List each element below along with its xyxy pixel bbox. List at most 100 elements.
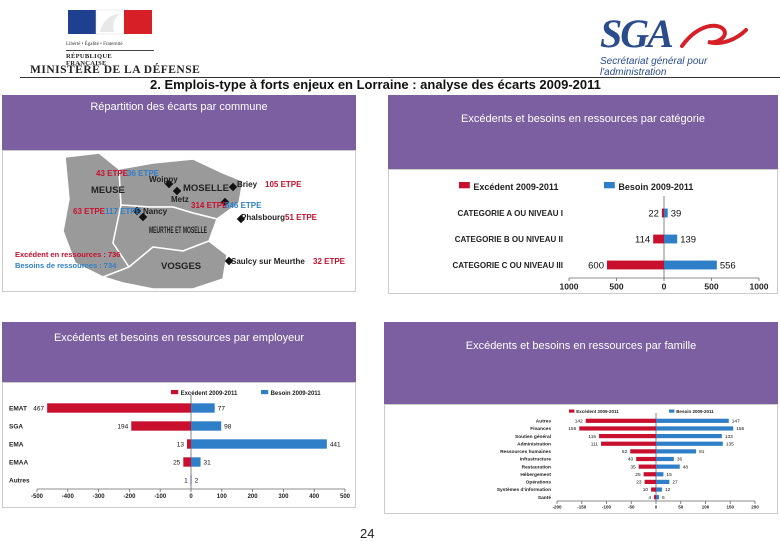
bar-besoin xyxy=(664,261,717,270)
bar-besoin xyxy=(664,235,677,244)
category-label: Santé xyxy=(538,495,551,501)
bar-besoin xyxy=(656,426,733,430)
category-label: Autres xyxy=(536,418,552,424)
bar-excedent xyxy=(651,487,656,491)
x-tick-label: 50 xyxy=(678,505,684,510)
map-label: 117 ETPE xyxy=(105,207,142,216)
sga-swoosh-icon xyxy=(678,20,748,50)
map-label: Phalsbourg xyxy=(241,213,285,222)
panel-header-categorie: Excédents et besoins en ressources par c… xyxy=(388,95,778,169)
bar-besoin xyxy=(656,465,680,469)
sga-subtitle: Secrétariat général pour l'administratio… xyxy=(600,56,775,78)
data-label-excedent: 22 xyxy=(648,208,659,219)
map-label: 32 ETPE xyxy=(313,257,346,266)
x-tick-label: 0 xyxy=(655,505,658,510)
marianne-flag-icon xyxy=(66,8,154,36)
data-label-excedent: 115 xyxy=(588,434,596,440)
x-tick-label: 100 xyxy=(702,505,710,510)
map-label: 314 ETPE xyxy=(191,201,228,210)
category-label: Ressources humaines xyxy=(500,449,551,455)
bar-besoin xyxy=(656,457,674,461)
category-label: Systèmes d'information xyxy=(497,487,551,493)
x-tick-label: 500 xyxy=(704,282,718,292)
data-label-besoin: 81 xyxy=(699,449,705,455)
data-label-excedent: 155 xyxy=(568,426,576,432)
bar-excedent xyxy=(653,235,664,244)
legend-entry: Besoin 2009-2011 xyxy=(618,182,693,192)
sga-logo: SGA Secrétariat général pour l'administr… xyxy=(600,14,775,74)
data-label-besoin: 31 xyxy=(204,459,212,466)
panel-title-famille: Excédents et besoins en ressources par f… xyxy=(466,340,697,352)
category-label: EMA xyxy=(9,441,24,448)
map-summary-besoin: Besoins de ressources : 734 xyxy=(15,260,120,271)
data-label-excedent: 13 xyxy=(177,441,185,448)
category-label: Hébergement xyxy=(520,472,551,478)
data-label-excedent: 52 xyxy=(622,449,628,455)
bar-besoin xyxy=(656,419,729,423)
bar-besoin xyxy=(664,209,668,218)
map-label: Metz xyxy=(171,195,189,204)
bar-excedent xyxy=(662,209,664,218)
bar-besoin xyxy=(656,495,659,499)
data-label-excedent: 1 xyxy=(184,477,188,484)
page-title: 2. Emplois-type à forts enjeux en Lorrai… xyxy=(150,77,601,92)
x-tick-label: -100 xyxy=(602,505,612,510)
x-tick-label: 1000 xyxy=(560,282,579,292)
bar-excedent xyxy=(187,439,191,448)
bar-besoin xyxy=(656,480,669,484)
bar-besoin xyxy=(191,421,221,430)
x-tick-label: 500 xyxy=(340,494,351,500)
data-label-besoin: 441 xyxy=(330,441,341,448)
x-tick-label: 1000 xyxy=(750,282,769,292)
category-label: Restauration xyxy=(522,464,551,470)
bar-excedent xyxy=(639,465,656,469)
legend-swatch xyxy=(569,410,574,413)
bar-besoin xyxy=(191,439,327,448)
data-label-besoin: 2 xyxy=(195,477,199,484)
map-department-label: MEURTHE ET MOSELLE xyxy=(149,225,207,235)
panel-title-categorie: Excédents et besoins en ressources par c… xyxy=(461,113,705,125)
panel-header-famille: Excédents et besoins en ressources par f… xyxy=(384,322,778,404)
map-label: 846 ETPE xyxy=(225,201,262,210)
x-tick-label: 150 xyxy=(726,505,734,510)
x-tick-label: 200 xyxy=(248,494,259,500)
category-label: EMAT xyxy=(9,405,27,412)
data-label-besoin: 135 xyxy=(726,441,734,447)
bar-excedent xyxy=(645,480,656,484)
legend-swatch xyxy=(171,390,178,394)
legend-swatch xyxy=(261,390,268,394)
map-label: 43 ETPE xyxy=(96,169,129,178)
x-tick-label: 200 xyxy=(751,505,759,510)
bar-excedent xyxy=(644,472,656,476)
panel-header-employeur: Excédents et besoins en ressources par e… xyxy=(2,322,356,382)
legend-swatch xyxy=(459,182,470,188)
x-tick-label: -200 xyxy=(552,505,562,510)
map-label: 51 ETPE xyxy=(285,213,318,222)
map-label: Woippy xyxy=(149,175,178,184)
bar-besoin xyxy=(656,442,723,446)
legend-swatch xyxy=(669,410,674,413)
bar-excedent xyxy=(131,421,191,430)
data-label-excedent: 10 xyxy=(643,487,649,493)
x-tick-label: -200 xyxy=(123,494,136,500)
data-label-excedent: 467 xyxy=(33,405,44,412)
panel-title-employeur: Excédents et besoins en ressources par e… xyxy=(54,332,304,344)
data-label-excedent: 40 xyxy=(628,457,634,463)
x-tick-label: 400 xyxy=(309,494,320,500)
bar-besoin xyxy=(656,472,663,476)
bar-besoin xyxy=(191,403,215,412)
data-label-excedent: 114 xyxy=(635,234,650,245)
map-label: Nancy xyxy=(143,207,168,216)
x-tick-label: -400 xyxy=(62,494,75,500)
data-label-besoin: 139 xyxy=(680,234,696,245)
map-label: 63 ETPE xyxy=(73,207,106,216)
rf-logo: Liberté • Égalité • Fraternité RÉPUBLIQU… xyxy=(66,8,154,60)
data-label-besoin: 27 xyxy=(672,480,678,486)
x-tick-label: 500 xyxy=(609,282,623,292)
data-label-besoin: 98 xyxy=(224,423,232,430)
x-tick-label: -150 xyxy=(577,505,587,510)
